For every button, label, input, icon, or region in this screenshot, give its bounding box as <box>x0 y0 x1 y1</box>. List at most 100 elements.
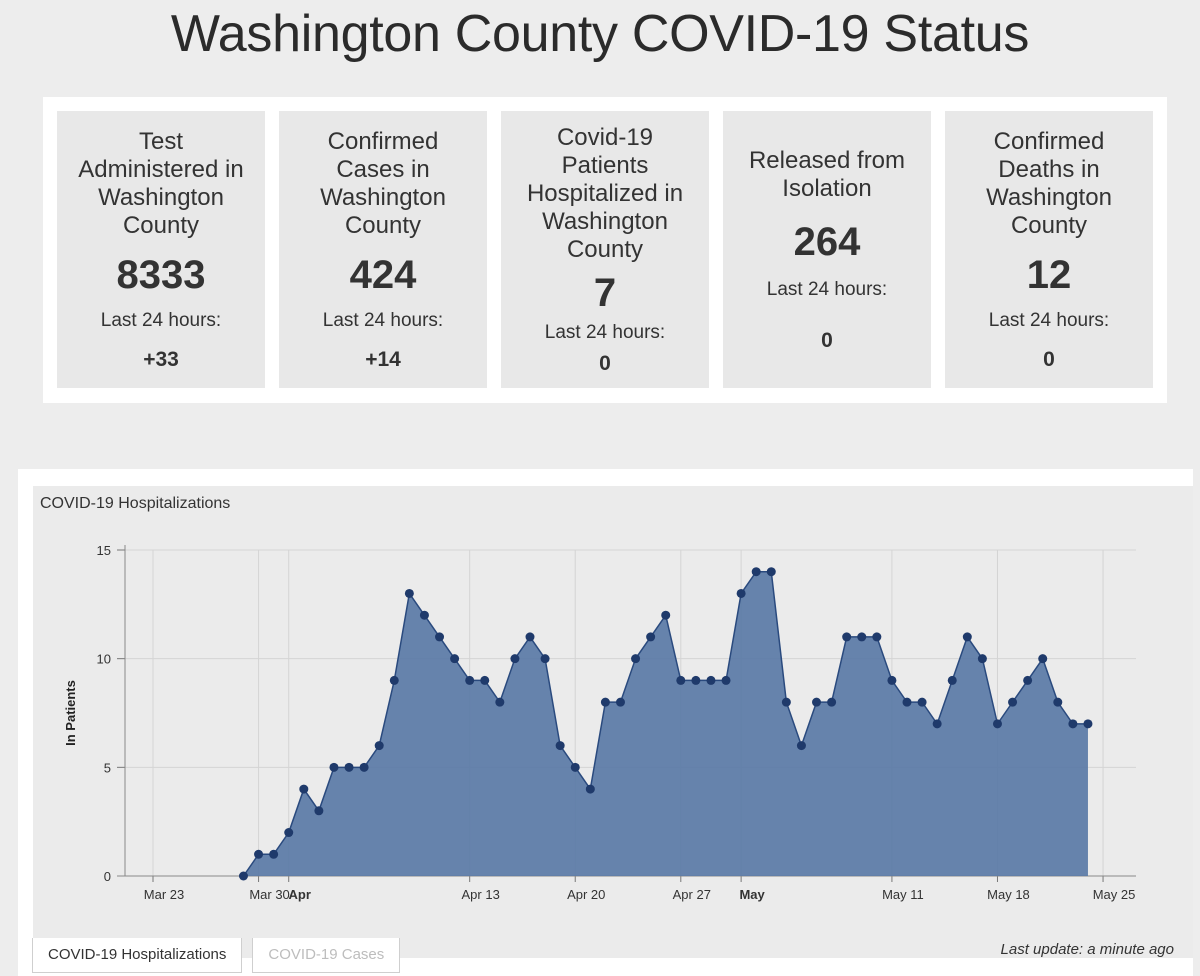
tab-hospitalizations[interactable]: COVID-19 Hospitalizations <box>32 938 243 973</box>
dashboard-panel: COVID-19 Hospitalizations 0 5 10 15 Mar 23 Ma… <box>18 469 1193 976</box>
data-point <box>570 762 580 772</box>
x-tick-label: Apr <box>289 887 311 902</box>
data-point <box>977 654 987 664</box>
data-point <box>314 806 324 816</box>
stat-card-cases: Confirmed Cases in Washington County 424… <box>279 111 487 388</box>
x-tick-label: May 11 <box>882 887 924 902</box>
data-point <box>299 784 309 794</box>
data-point <box>902 697 912 707</box>
data-point <box>1038 654 1048 664</box>
data-point <box>540 654 550 664</box>
data-point <box>872 632 882 642</box>
stat-delta: +14 <box>365 347 401 371</box>
stat-sub-label: Last 24 hours: <box>766 278 888 300</box>
stat-delta: 0 <box>599 351 611 375</box>
data-point <box>827 697 837 707</box>
data-point <box>932 719 942 729</box>
data-point <box>269 849 279 859</box>
series-area <box>243 571 1088 876</box>
stat-card-hospitalized: Covid-19 Patients Hospitalized in Washin… <box>501 111 709 388</box>
y-tick-label: 0 <box>104 869 111 884</box>
data-point <box>615 697 625 707</box>
data-point <box>465 675 475 685</box>
data-point <box>389 675 399 685</box>
data-point <box>585 784 595 794</box>
data-point <box>887 675 897 685</box>
data-point <box>766 567 776 577</box>
data-point <box>992 719 1002 729</box>
data-point <box>284 828 294 838</box>
stat-sub-label: Last 24 hours: <box>322 309 444 331</box>
data-point <box>842 632 852 642</box>
x-tick-label: Mar 23 <box>144 887 184 902</box>
data-point <box>796 741 806 751</box>
data-point <box>374 741 384 751</box>
x-tick-label: Apr 27 <box>673 887 711 902</box>
last-update-label: Last update: a minute ago <box>1000 941 1174 958</box>
data-point <box>480 675 490 685</box>
data-point <box>781 697 791 707</box>
data-point <box>631 654 641 664</box>
stat-delta: 0 <box>821 328 833 352</box>
data-point <box>555 741 565 751</box>
data-point <box>344 762 354 772</box>
data-point <box>359 762 369 772</box>
y-tick-label: 5 <box>104 760 111 775</box>
x-tick-label: Mar 30 <box>249 887 289 902</box>
data-point <box>947 675 957 685</box>
stat-value: 264 <box>793 219 861 264</box>
data-point <box>962 632 972 642</box>
data-point <box>721 675 731 685</box>
stats-panel: Test Administered in Washington County 8… <box>43 97 1167 403</box>
data-point <box>1053 697 1063 707</box>
stat-title: Released from Isolation <box>748 146 906 202</box>
data-point <box>435 632 445 642</box>
data-point <box>812 697 822 707</box>
stat-sub-label: Last 24 hours: <box>988 309 1110 331</box>
stat-title: Confirmed Deaths in Washington County <box>986 127 1112 239</box>
data-point <box>676 675 686 685</box>
y-tick-label: 10 <box>97 652 111 667</box>
stat-sub-label: Last 24 hours: <box>544 321 666 343</box>
data-point <box>600 697 610 707</box>
x-tick-label: Apr 20 <box>567 887 605 902</box>
data-point <box>404 588 414 598</box>
data-point <box>661 610 671 620</box>
data-point <box>450 654 460 664</box>
data-point <box>525 632 535 642</box>
stat-delta: 0 <box>1043 347 1055 371</box>
chart-area: COVID-19 Hospitalizations 0 5 10 15 Mar 23 Ma… <box>33 486 1193 958</box>
data-point <box>917 697 927 707</box>
data-point <box>691 675 701 685</box>
tab-bar: COVID-19 Hospitalizations COVID-19 Cases <box>32 938 410 974</box>
stat-card-deaths: Confirmed Deaths in Washington County 12… <box>945 111 1153 388</box>
chart-title: COVID-19 Hospitalizations <box>40 495 231 512</box>
data-point <box>238 871 248 881</box>
data-point <box>1068 719 1078 729</box>
x-tick-label: May 25 <box>1093 887 1136 902</box>
data-point <box>736 588 746 598</box>
y-tick-label: 15 <box>97 543 111 558</box>
x-tick-label: Apr 13 <box>462 887 500 902</box>
data-point <box>254 849 264 859</box>
stat-title: Confirmed Cases in Washington County <box>320 127 446 239</box>
data-point <box>510 654 520 664</box>
data-point <box>1023 675 1033 685</box>
data-point <box>706 675 716 685</box>
stat-card-released: Released from Isolation 264 Last 24 hour… <box>723 111 931 388</box>
stat-value: 7 <box>593 270 617 315</box>
page-title: Washington County COVID-19 Status <box>170 5 1030 63</box>
data-point <box>857 632 867 642</box>
data-point <box>1083 719 1093 729</box>
x-tick-label: May <box>739 887 765 902</box>
stat-title: Covid-19 Patients Hospitalized in Washin… <box>526 123 684 263</box>
stat-title: Test Administered in Washington County <box>78 127 244 239</box>
stat-delta: +33 <box>143 347 179 371</box>
stat-value: 12 <box>1026 252 1072 297</box>
data-point <box>329 762 339 772</box>
stat-value: 424 <box>349 252 417 297</box>
tab-cases[interactable]: COVID-19 Cases <box>252 938 401 973</box>
stat-value: 8333 <box>116 252 206 297</box>
stat-sub-label: Last 24 hours: <box>100 309 222 331</box>
